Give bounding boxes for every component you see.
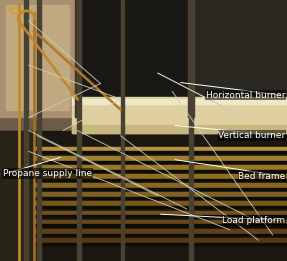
Bar	[121, 0, 124, 261]
Bar	[189, 0, 193, 261]
Text: Vertical burner: Vertical burner	[218, 131, 286, 140]
Bar	[34, 234, 287, 236]
Bar	[34, 156, 287, 161]
Bar	[34, 183, 287, 188]
Bar	[72, 97, 287, 133]
Bar	[0, 130, 287, 261]
Bar	[189, 0, 287, 99]
Bar	[34, 220, 287, 224]
Bar	[80, 0, 287, 112]
Bar	[72, 125, 287, 133]
Bar	[188, 0, 194, 117]
Bar	[72, 99, 287, 104]
Bar	[34, 147, 287, 151]
Bar	[6, 5, 69, 110]
Bar	[34, 170, 287, 172]
Bar	[34, 161, 287, 163]
Bar	[34, 229, 287, 234]
Text: Load platform: Load platform	[222, 216, 286, 225]
Bar	[34, 165, 287, 170]
Bar	[0, 130, 37, 261]
Bar	[34, 174, 287, 179]
Bar	[34, 206, 287, 208]
Bar	[34, 197, 287, 199]
Text: Horizontal burner: Horizontal burner	[206, 91, 286, 100]
Bar	[34, 211, 287, 215]
Bar	[34, 243, 287, 245]
Bar	[80, 99, 189, 110]
Bar	[77, 0, 81, 261]
Bar	[24, 0, 28, 261]
Bar	[75, 0, 79, 117]
Text: Bed frame: Bed frame	[238, 172, 286, 181]
Bar	[37, 0, 41, 261]
Bar	[34, 192, 287, 197]
Bar	[34, 201, 287, 206]
Bar	[34, 238, 287, 243]
Bar	[34, 188, 287, 190]
Bar	[34, 224, 287, 227]
Bar	[0, 0, 80, 117]
Bar	[80, 0, 189, 99]
Bar	[34, 215, 287, 217]
Bar	[34, 151, 287, 153]
Text: Propane supply line: Propane supply line	[3, 169, 92, 178]
Bar	[34, 179, 287, 181]
